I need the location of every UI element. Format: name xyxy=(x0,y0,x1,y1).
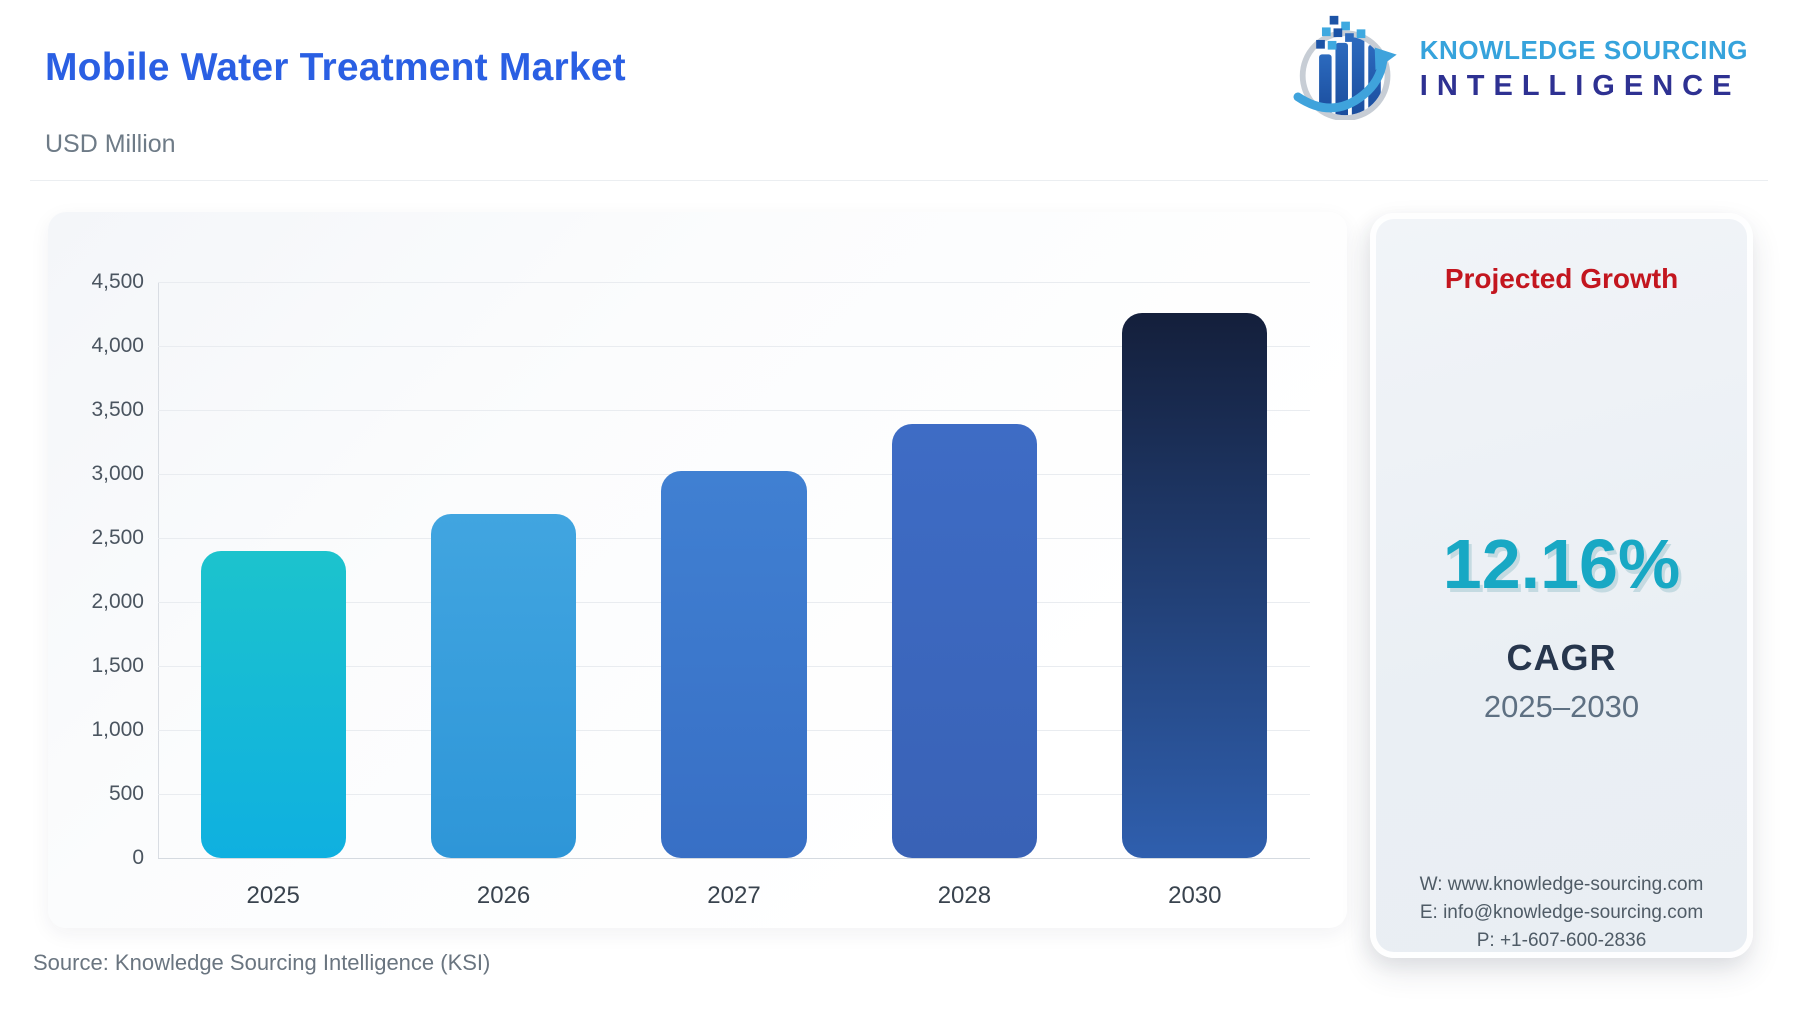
x-tick-2030: 2030 xyxy=(1168,882,1222,909)
cagr-period: 2025–2030 xyxy=(1483,689,1640,724)
gridline-4000 xyxy=(158,346,1310,347)
bar-2028 xyxy=(891,424,1037,858)
bar-2030 xyxy=(1122,312,1268,858)
bar-2026 xyxy=(431,513,577,858)
y-tick-3500: 3,500 xyxy=(91,398,144,421)
chart-card: 0 500 1,000 1,500 2,000 2,500 3,000 3,500 4,000 4… xyxy=(48,212,1347,928)
y-tick-2000: 2,000 xyxy=(91,590,144,613)
x-tick-2027: 2027 xyxy=(707,882,761,909)
page-subtitle: USD Million xyxy=(45,130,176,158)
x-tick-2025: 2025 xyxy=(246,882,300,909)
y-tick-3000: 3,000 xyxy=(91,462,144,485)
y-tick-500: 500 xyxy=(108,782,144,805)
y-tick-4500: 4,500 xyxy=(91,270,144,293)
bar-2027 xyxy=(661,471,807,858)
bar-2025 xyxy=(200,550,346,858)
header-divider xyxy=(30,180,1768,181)
logo-text: KNOWLEDGE SOURCING INTELLIGENCE xyxy=(1420,35,1748,103)
gridline-3500 xyxy=(158,410,1310,411)
y-tick-2500: 2,500 xyxy=(91,526,144,549)
y-axis-line xyxy=(158,282,159,858)
company-logo: KNOWLEDGE SOURCING INTELLIGENCE xyxy=(1290,12,1748,125)
projected-growth-panel: Projected Growth 12.16% CAGR 2025–2030 W… xyxy=(1370,213,1753,958)
cagr-label: CAGR xyxy=(1506,637,1617,678)
x-tick-2028: 2028 xyxy=(937,882,992,909)
y-tick-1500: 1,500 xyxy=(91,654,144,677)
plot-area xyxy=(158,282,1310,859)
y-tick-4000: 4,000 xyxy=(91,334,144,357)
contact-phone: P: +1-607-600-2836 xyxy=(1476,930,1647,951)
logo-line2: INTELLIGENCE xyxy=(1419,69,1741,102)
ksi-logo-icon xyxy=(1290,12,1406,125)
cagr-value: 12.16% xyxy=(1442,525,1681,603)
logo-line1: KNOWLEDGE SOURCING xyxy=(1419,34,1748,65)
source-note: Source: Knowledge Sourcing Intelligence … xyxy=(33,950,491,975)
x-tick-2026: 2026 xyxy=(476,882,531,909)
gridline-0 xyxy=(158,858,1310,859)
contact-email: E: info@knowledge-sourcing.com xyxy=(1419,902,1704,923)
y-tick-1000: 1,000 xyxy=(91,718,144,741)
gridline-4500 xyxy=(158,282,1310,283)
panel-contact: W: www.knowledge-sourcing.com E: info@kn… xyxy=(1376,871,1747,955)
page-title: Mobile Water Treatment Market xyxy=(45,46,626,89)
y-tick-0: 0 xyxy=(132,846,144,869)
panel-heading: Projected Growth xyxy=(1444,263,1679,294)
contact-website: W: www.knowledge-sourcing.com xyxy=(1419,874,1704,895)
